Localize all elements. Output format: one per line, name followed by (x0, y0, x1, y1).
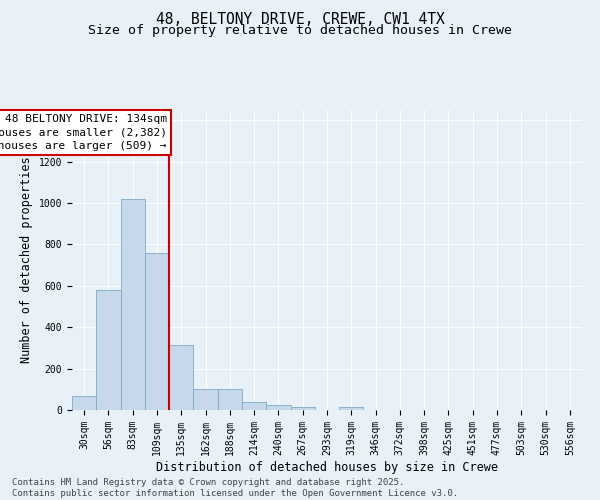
Bar (145, 253, 169, 410)
Text: Size of property relative to detached houses in Crewe: Size of property relative to detached ho… (88, 24, 512, 37)
Bar (290, 407, 315, 410)
X-axis label: Distribution of detached houses by size in Crewe: Distribution of detached houses by size … (156, 460, 498, 473)
Bar (72, 396, 96, 410)
Bar (193, 390, 218, 410)
Text: Contains HM Land Registry data © Crown copyright and database right 2025.
Contai: Contains HM Land Registry data © Crown c… (12, 478, 458, 498)
Bar (339, 407, 364, 410)
Text: 48, BELTONY DRIVE, CREWE, CW1 4TX: 48, BELTONY DRIVE, CREWE, CW1 4TX (155, 12, 445, 28)
Y-axis label: Number of detached properties: Number of detached properties (20, 156, 33, 364)
Bar (96, 290, 121, 410)
Bar (266, 405, 290, 410)
Bar (242, 402, 266, 410)
Bar (121, 199, 145, 410)
Text: 48 BELTONY DRIVE: 134sqm
← 82% of detached houses are smaller (2,382)
18% of sem: 48 BELTONY DRIVE: 134sqm ← 82% of detach… (0, 114, 167, 150)
Bar (169, 345, 193, 410)
Bar (218, 390, 242, 410)
